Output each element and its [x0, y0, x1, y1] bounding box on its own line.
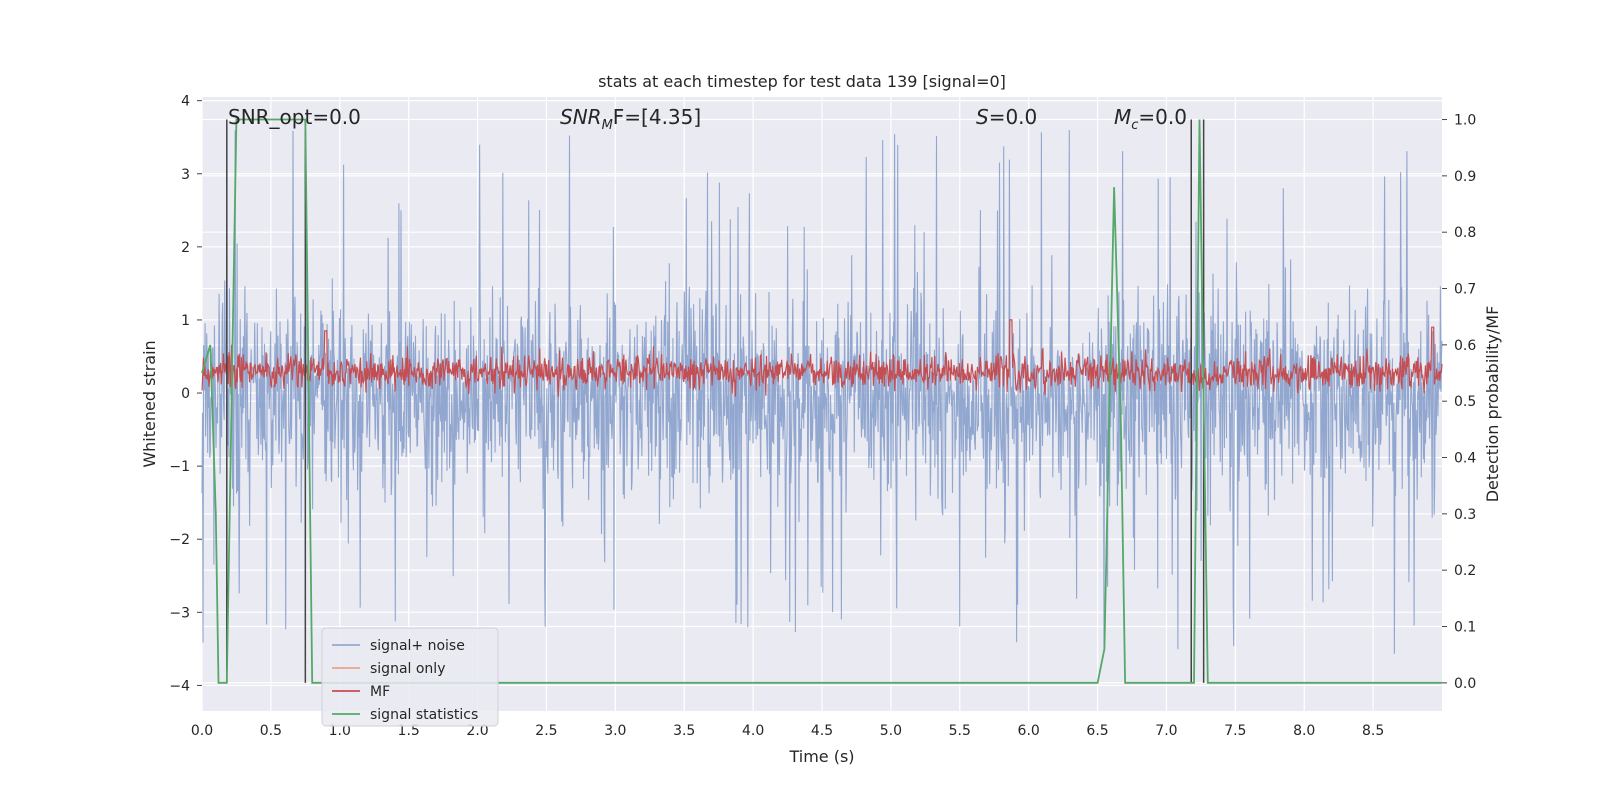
y2-tick-label: 0.5 [1454, 394, 1476, 410]
x-tick-label: 6.5 [1086, 723, 1108, 739]
x-tick-label: 7.0 [1155, 723, 1177, 739]
x-tick-label: 0.0 [191, 723, 213, 739]
x-tick-label: 2.0 [466, 723, 488, 739]
s-var: S [976, 105, 989, 129]
x-tick-label: 2.5 [535, 723, 557, 739]
legend-label: signal+ noise [370, 638, 465, 654]
snr-mf-base: SNR [560, 105, 602, 129]
annotation-mc: Mc=0.0 [1114, 105, 1187, 133]
y2-tick-label: 0.7 [1454, 282, 1476, 298]
legend-label: MF [370, 684, 390, 700]
y2-tick-label: 0.4 [1454, 451, 1476, 467]
y2-tick-label: 0.2 [1454, 563, 1476, 579]
legend-label: signal only [370, 661, 445, 677]
y-tick-label: 3 [181, 167, 190, 183]
annotation-snr-opt: SNR_opt=0.0 [228, 105, 361, 129]
x-tick-label: 7.5 [1224, 723, 1246, 739]
signal-statistics-line [201, 118, 1442, 684]
mc-var: M [1114, 105, 1131, 129]
y2-tick-label: 0.3 [1454, 507, 1476, 523]
annotation-snr-mf: SNRMF=[4.35] [560, 105, 701, 133]
x-tick-label: 1.0 [329, 723, 351, 739]
chart-title: stats at each timestep for test data 139… [598, 72, 1006, 91]
mf-line [201, 319, 1443, 397]
y-tick-label: −2 [169, 532, 190, 548]
x-tick-label: 4.0 [742, 723, 764, 739]
y-tick-label: −3 [169, 605, 190, 621]
y2-tick-label: 0.0 [1454, 676, 1476, 692]
x-tick-label: 0.5 [260, 723, 282, 739]
y2-tick-label: 0.8 [1454, 225, 1476, 241]
x-tick-label: 8.0 [1293, 723, 1315, 739]
snr-mf-sub: M [602, 118, 613, 133]
x-tick-label: 8.5 [1362, 723, 1384, 739]
x-tick-label: 6.0 [1018, 723, 1040, 739]
mc-sub: c [1131, 118, 1138, 133]
y-tick-label: 2 [181, 240, 190, 256]
annotation-s: S=0.0 [976, 105, 1037, 129]
mc-rest: =0.0 [1138, 105, 1187, 129]
s-rest: =0.0 [989, 105, 1038, 129]
x-tick-label: 4.5 [811, 723, 833, 739]
y2-tick-label: 0.1 [1454, 620, 1476, 636]
x-axis-ticks: 0.0 0.5 1.0 1.5 2.0 2.5 3.0 3.5 4.0 4.5 5.0 5.5 6.0 6… [191, 723, 1384, 739]
y-tick-label: 4 [181, 94, 190, 110]
mf-series [201, 319, 1443, 397]
plot-content [201, 118, 1443, 684]
y-axis-ticks: 4 3 2 1 0 −1 −2 −3 −4 [169, 94, 202, 694]
y2-tick-label: 0.6 [1454, 338, 1476, 354]
y2-axis-label: Detection probability/MF [1483, 306, 1502, 503]
y2-axis-ticks: 1.0 0.9 0.8 0.7 0.6 0.5 0.4 0.3 0.2 0.1 0.0 [1442, 113, 1476, 692]
x-tick-label: 3.5 [673, 723, 695, 739]
x-tick-label: 3.0 [604, 723, 626, 739]
legend-box [321, 627, 499, 727]
y2-tick-label: 1.0 [1454, 113, 1476, 129]
y-tick-label: −4 [169, 678, 190, 694]
y-tick-label: 0 [181, 386, 190, 402]
x-tick-label: 1.5 [398, 723, 420, 739]
x-tick-label: 5.0 [880, 723, 902, 739]
y-tick-label: 1 [181, 313, 190, 329]
x-tick-label: 5.5 [949, 723, 971, 739]
legend-label: signal statistics [370, 707, 478, 723]
signal-statistics-series [201, 118, 1442, 684]
y-tick-label: −1 [169, 459, 190, 475]
y2-tick-label: 0.9 [1454, 169, 1476, 185]
x-axis-label: Time (s) [788, 747, 854, 766]
snr-mf-rest: F=[4.35] [613, 105, 701, 129]
y-axis-label: Whitened strain [140, 340, 159, 467]
legend: signal+ noise signal only MF signal statist… [321, 627, 499, 727]
